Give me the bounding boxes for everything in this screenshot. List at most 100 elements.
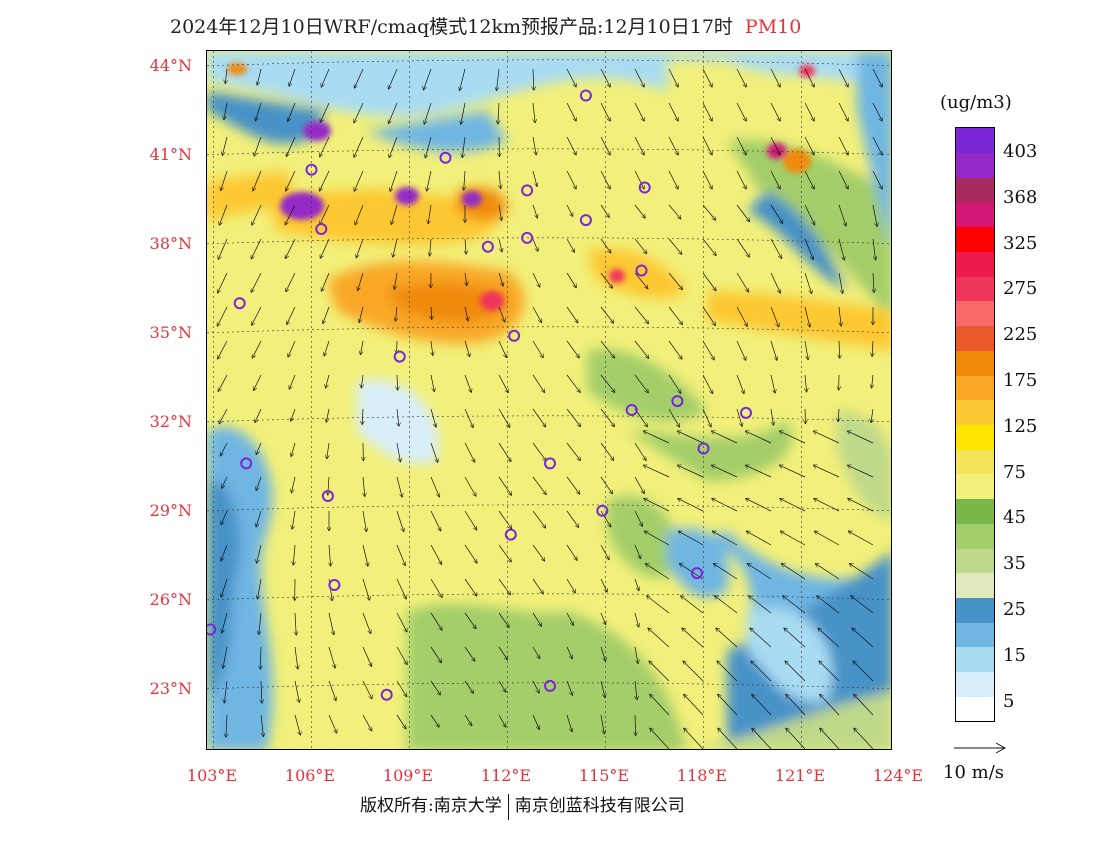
- wind-arrow: [702, 408, 711, 427]
- station-marker: [321, 490, 334, 502]
- wind-arrow: [852, 628, 874, 648]
- station-marker: [439, 151, 452, 164]
- colorbar-swatch: [956, 177, 994, 203]
- wind-arrow: [532, 374, 545, 392]
- wind-arrow: [261, 748, 262, 749]
- lon-label-112: 112°E: [480, 766, 532, 785]
- wind-arrow: [750, 628, 772, 648]
- colorbar-swatch: [956, 498, 994, 524]
- wind-arrow: [668, 136, 678, 155]
- wind-arrow: [532, 306, 542, 322]
- wind-arrow: [814, 499, 840, 512]
- wind-arrow: [358, 272, 364, 290]
- wind-arrow: [431, 748, 432, 749]
- wind-arrow: [712, 465, 738, 478]
- wind-arrow: [804, 68, 814, 87]
- wind-arrow: [292, 510, 296, 529]
- wind-arrow: [261, 680, 262, 703]
- wind-arrow: [221, 544, 228, 561]
- wind-arrow: [498, 646, 507, 660]
- station-marker: [671, 395, 684, 408]
- credit-right: 南京创蓝科技有限公司: [514, 796, 685, 816]
- wind-arrow: [838, 238, 844, 260]
- wind-arrow: [532, 578, 543, 594]
- wind-arrow: [256, 476, 262, 490]
- wind-arrow: [848, 465, 874, 478]
- wind-arrow: [770, 272, 780, 293]
- lon-label-115: 115°E: [578, 766, 630, 785]
- wind-arrow: [461, 102, 466, 124]
- wind-arrow: [294, 680, 299, 702]
- wind-arrow: [634, 646, 638, 663]
- wind-arrow: [702, 340, 714, 360]
- vector-reference-label: 10 m/s: [943, 762, 1004, 783]
- wind-arrow: [430, 714, 439, 727]
- wind-arrow: [600, 68, 610, 87]
- wind-arrow: [362, 680, 372, 699]
- wind-arrow: [328, 680, 336, 701]
- station-marker: [240, 457, 253, 470]
- wind-arrow: [396, 714, 406, 729]
- wind-arrow: [873, 272, 874, 292]
- wind-arrow: [321, 68, 330, 87]
- wind-arrow: [634, 442, 646, 460]
- wind-arrow: [464, 476, 476, 496]
- wind-arrow: [221, 170, 228, 190]
- wind-arrow: [644, 431, 670, 444]
- lat-label-35: 35°N: [149, 323, 192, 342]
- wind-arrow: [566, 374, 580, 392]
- wind-arrow: [838, 102, 848, 121]
- wind-arrow: [251, 238, 262, 259]
- wind-arrow: [320, 238, 330, 258]
- colorbar-tick-label: 5: [1003, 690, 1015, 712]
- wind-arrow: [430, 544, 442, 564]
- wind-arrow: [780, 499, 806, 512]
- wind-arrow: [498, 408, 510, 427]
- station-marker: [328, 579, 341, 591]
- wind-arrow: [291, 408, 296, 421]
- station-marker: [521, 231, 534, 244]
- credit-left: 版权所有:南京大学: [360, 796, 502, 816]
- wind-arrow: [566, 68, 576, 87]
- wind-arrow: [464, 646, 475, 661]
- wind-arrow: [648, 628, 670, 648]
- wind-arrow: [464, 374, 471, 392]
- wind-arrow: [849, 531, 874, 546]
- wind-arrow: [293, 544, 295, 565]
- colorbar-swatch: [956, 449, 994, 475]
- wind-arrow: [712, 499, 738, 512]
- wind-arrow: [566, 714, 572, 732]
- wind-arrow: [464, 510, 477, 530]
- wind-arrow: [354, 136, 364, 157]
- station-marker: [625, 404, 638, 416]
- wind-arrow: [684, 695, 704, 716]
- station-marker: [579, 214, 592, 227]
- wind-arrow: [218, 340, 228, 359]
- wind-arrow: [396, 646, 407, 664]
- lat-label-38: 38°N: [149, 234, 192, 253]
- wind-arrow: [320, 136, 330, 157]
- wind-arrow: [702, 136, 712, 155]
- wind-arrow: [838, 408, 839, 421]
- wind-arrow: [747, 531, 772, 546]
- wind-arrow: [736, 136, 746, 155]
- wind-arrow: [289, 68, 296, 86]
- wind-arrow: [634, 68, 644, 87]
- colorbar-swatch: [956, 325, 994, 351]
- wind-arrow: [566, 238, 574, 252]
- station-marker: [521, 184, 534, 197]
- wind-arrow: [363, 476, 365, 496]
- wind-arrow: [839, 306, 841, 326]
- wind-arrow: [430, 442, 438, 462]
- wind-arrow: [770, 306, 779, 327]
- wind-arrow: [397, 374, 398, 390]
- wind-arrow: [258, 578, 262, 599]
- wind-arrow: [286, 272, 296, 292]
- colorbar-tick-label: 15: [1003, 644, 1026, 666]
- wind-arrow: [752, 695, 772, 716]
- wind-arrow: [294, 714, 300, 735]
- wind-arrow: [566, 272, 576, 288]
- wind-arrow: [567, 748, 568, 749]
- wind-arrow: [431, 306, 432, 319]
- colorbar-swatch: [956, 548, 994, 574]
